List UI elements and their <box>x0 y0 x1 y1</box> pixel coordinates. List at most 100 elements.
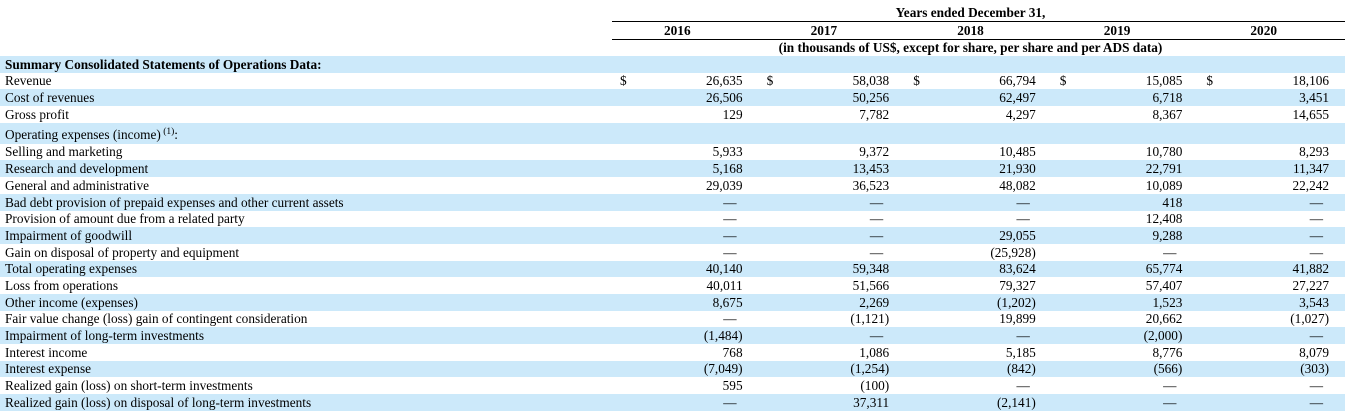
value-cell: 57,407 <box>1145 277 1183 293</box>
row-label: Gain on disposal of property and equipme… <box>5 244 240 260</box>
value-cell: (100) <box>860 378 890 394</box>
currency-symbol-cell <box>1052 160 1080 177</box>
value-cell: 6,718 <box>1152 90 1183 106</box>
value-cell: 5,185 <box>1005 344 1036 360</box>
currency-symbol-cell <box>1198 211 1226 228</box>
currency-symbol-cell <box>1052 261 1080 278</box>
value-cell: 22,242 <box>1292 177 1330 193</box>
currency-symbol-cell <box>612 394 640 411</box>
value-cell: (566) <box>1153 361 1183 377</box>
value-cell: 62,497 <box>999 90 1036 106</box>
currency-symbol-cell <box>905 327 933 344</box>
units-note: (in thousands of US$, except for share, … <box>778 40 1163 55</box>
value-cell: 36,523 <box>852 177 890 193</box>
currency-symbol-cell <box>1052 311 1080 328</box>
value-cell: (25,928) <box>990 244 1036 260</box>
year-header-2016: 2016 <box>612 21 759 40</box>
currency-symbol-cell <box>1198 344 1226 361</box>
table-row: Cost of revenues 26,506 50,256 62,497 6,718 3… <box>0 89 1345 107</box>
currency-symbol-cell <box>1052 377 1080 394</box>
currency-symbol-cell <box>905 211 933 228</box>
currency-symbol-cell <box>905 394 933 411</box>
currency-symbol-cell <box>1052 277 1080 294</box>
currency-symbol-cell <box>905 160 933 177</box>
value-cell: 1,086 <box>859 344 890 360</box>
currency-symbol-cell <box>759 144 787 161</box>
value-cell: — <box>869 211 884 227</box>
currency-symbol-cell <box>905 227 933 244</box>
value-cell: — <box>723 211 737 227</box>
currency-symbol-cell <box>1198 394 1226 411</box>
currency-symbol-cell <box>612 294 640 311</box>
value-cell: 59,348 <box>852 261 890 277</box>
currency-symbol-cell <box>612 227 640 244</box>
row-label: Interest expense <box>5 361 92 377</box>
row-label: Selling and marketing <box>5 144 123 160</box>
currency-symbol-cell <box>905 123 933 144</box>
row-label: Research and development <box>5 161 149 177</box>
value-cell: 2,269 <box>859 294 890 310</box>
currency-symbol-cell <box>905 89 933 106</box>
currency-symbol-cell <box>1198 227 1226 244</box>
currency-symbol-cell <box>612 344 640 361</box>
value-cell: 8,367 <box>1152 106 1183 122</box>
currency-symbol-cell <box>759 106 787 123</box>
currency-symbol-cell <box>1052 89 1080 106</box>
value-cell: — <box>1309 378 1324 394</box>
currency-symbol-cell <box>612 89 640 106</box>
currency-symbol-cell <box>1198 261 1226 278</box>
value-cell: 8,079 <box>1299 344 1330 360</box>
value-cell: 26,506 <box>706 90 743 106</box>
value-cell: (7,049) <box>703 361 743 377</box>
value-cell: 66,794 <box>999 73 1036 89</box>
currency-symbol-cell <box>905 277 933 294</box>
value-cell: 10,089 <box>1145 177 1183 193</box>
years-ended-label: Years ended December 31, <box>612 0 1345 22</box>
currency-symbol-cell <box>759 177 787 194</box>
value-cell: (1,202) <box>997 294 1036 310</box>
value-cell: 8,675 <box>712 294 743 310</box>
row-label: Loss from operations <box>5 277 119 293</box>
currency-symbol-cell <box>1052 394 1080 411</box>
value-cell: 768 <box>722 344 743 360</box>
table-row: Operating expenses (income) (1): <box>0 122 1345 144</box>
table-row: Loss from operations 40,011 51,566 79,327 57… <box>0 277 1345 294</box>
currency-symbol-cell <box>759 294 787 311</box>
currency-symbol-cell <box>905 344 933 361</box>
currency-symbol-cell <box>612 261 640 278</box>
currency-symbol-cell <box>759 277 787 294</box>
currency-symbol-cell <box>1198 123 1226 144</box>
value-cell: 13,453 <box>852 161 890 177</box>
value-cell: — <box>869 244 884 260</box>
value-cell: — <box>723 311 737 327</box>
currency-symbol-cell <box>905 194 933 211</box>
table-row: Realized gain (loss) on short-term inves… <box>0 377 1345 394</box>
currency-symbol-cell <box>612 377 640 394</box>
value-cell: (842) <box>1006 361 1036 377</box>
currency-symbol-cell <box>1198 144 1226 161</box>
currency-symbol-cell <box>1052 106 1080 123</box>
table-row: Interest expense (7,049) (1,254) (842) (566)… <box>0 360 1345 378</box>
row-label: Revenue <box>5 73 52 89</box>
section-title-row: Summary Consolidated Statements of Opera… <box>0 56 1345 73</box>
value-cell: 79,327 <box>999 277 1036 293</box>
value-cell: 3,543 <box>1299 294 1330 310</box>
value-cell: 18,106 <box>1292 73 1330 89</box>
value-cell: (2,000) <box>1143 328 1183 343</box>
value-cell: — <box>1309 227 1324 243</box>
value-cell: 65,774 <box>1145 261 1183 277</box>
value-cell <box>640 123 759 144</box>
value-cell: 8,776 <box>1152 344 1183 360</box>
value-cell: 21,930 <box>999 161 1036 177</box>
currency-symbol-cell: $ <box>913 73 920 89</box>
currency-symbol-cell <box>1052 361 1080 378</box>
value-cell: 20,662 <box>1145 311 1183 327</box>
footnote-ref: (1) <box>160 126 175 137</box>
value-cell: (2,141) <box>997 394 1036 410</box>
value-cell: (1,254) <box>850 361 890 377</box>
currency-symbol-cell <box>1198 294 1226 311</box>
table-row: Fair value change (loss) gain of conting… <box>0 311 1345 328</box>
value-cell: — <box>1016 328 1030 343</box>
currency-symbol-cell <box>759 160 787 177</box>
value-cell: — <box>1016 378 1030 394</box>
